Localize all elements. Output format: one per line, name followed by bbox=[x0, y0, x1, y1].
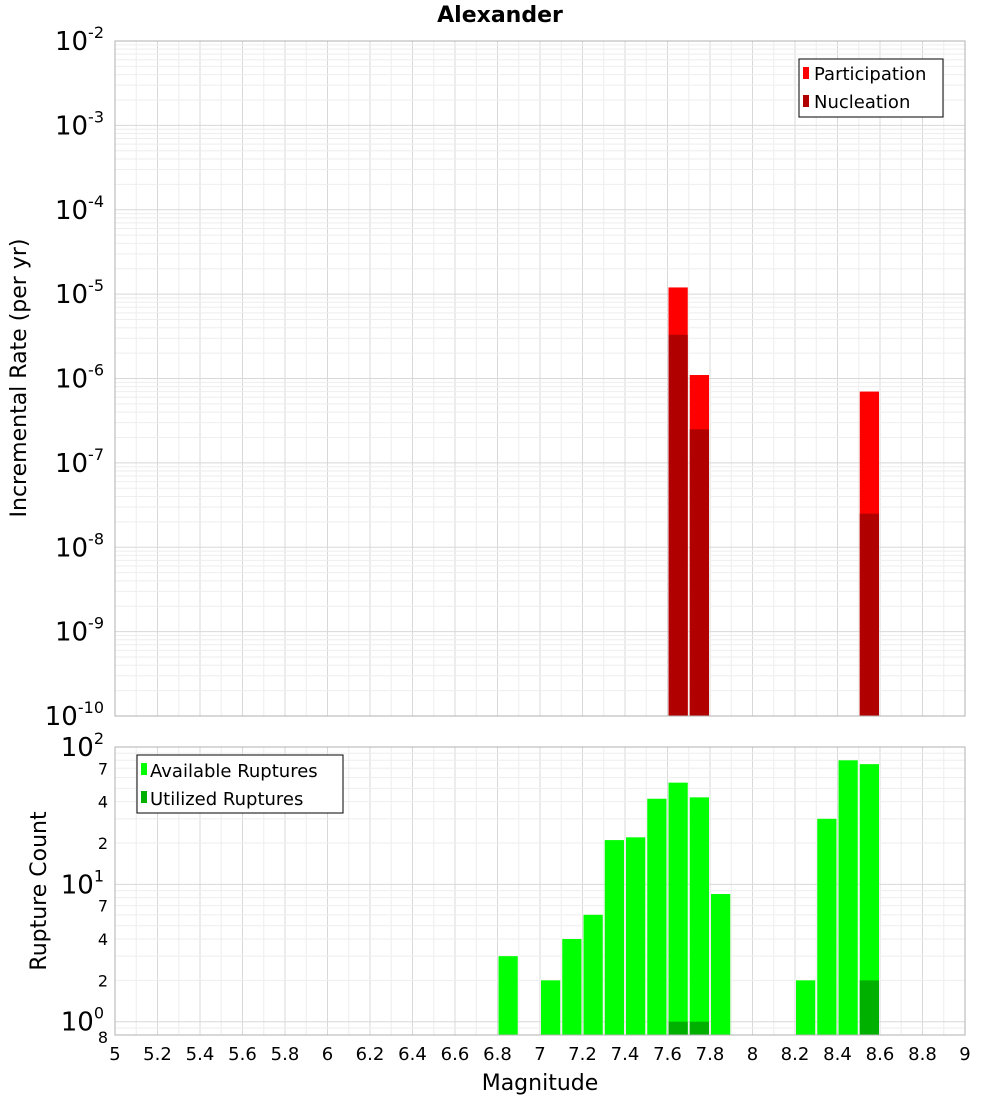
bottom-y-axis-label: Rupture Count bbox=[27, 811, 52, 971]
x-tick-label: 8 bbox=[747, 1044, 758, 1065]
y-tick-label: 10-3 bbox=[55, 107, 104, 141]
top-plot-frame bbox=[114, 40, 966, 717]
top-legend-box bbox=[798, 58, 944, 118]
count-bar-s1-7_25 bbox=[583, 914, 603, 1035]
y-minor-tick-label: 7 bbox=[98, 759, 108, 778]
x-tick-label: 6.8 bbox=[483, 1044, 512, 1065]
top-plot-grid bbox=[115, 41, 965, 716]
top-plot-y-tick-labels: 10-10 10-9 10-8 10-7 10-6 10-5 10-4 10-3 10-2 bbox=[45, 23, 104, 732]
top-y-axis-label: Incremental Rate (per yr) bbox=[7, 239, 32, 518]
bottom-legend: Available Ruptures Utilized Ruptures bbox=[136, 754, 344, 814]
x-tick-label: 8.2 bbox=[781, 1044, 810, 1065]
top-plot-bars bbox=[668, 287, 879, 716]
count-bar-s1-7_45 bbox=[626, 837, 646, 1035]
count-bar-s2-7_65 bbox=[668, 1021, 688, 1035]
count-bar-s1-6_85 bbox=[498, 956, 518, 1035]
count-bar-s1-7_55 bbox=[647, 798, 667, 1035]
top-legend: Participation Nucleation bbox=[798, 58, 944, 118]
y-tick-label: 10-8 bbox=[55, 529, 104, 563]
x-tick-label: 7 bbox=[534, 1044, 545, 1065]
x-tick-label: 8.6 bbox=[866, 1044, 895, 1065]
x-tick-label: 7.6 bbox=[653, 1044, 682, 1065]
y-tick-label: 10-9 bbox=[55, 614, 104, 648]
legend-label-available: Available Ruptures bbox=[150, 761, 318, 782]
rate-bar-s2-8_55 bbox=[859, 513, 879, 716]
x-tick-label: 7.2 bbox=[568, 1044, 597, 1065]
count-bar-s1-7_85 bbox=[711, 894, 731, 1035]
legend-swatch-participation bbox=[803, 67, 809, 79]
legend-label-participation: Participation bbox=[814, 64, 926, 85]
x-tick-label: 7.8 bbox=[696, 1044, 725, 1065]
bottom-plot-y-tick-labels: 100 101 102 2 4 7 2 4 7 8 bbox=[61, 729, 108, 1047]
x-tick-label: 6.2 bbox=[356, 1044, 385, 1065]
x-tick-label: 7.4 bbox=[611, 1044, 640, 1065]
chart-title: Alexander bbox=[437, 3, 563, 28]
y-minor-tick-label: 2 bbox=[98, 834, 108, 853]
y-minor-tick-label: 4 bbox=[98, 793, 108, 812]
count-bar-s1-7_35 bbox=[604, 840, 624, 1035]
x-tick-label: 5.2 bbox=[143, 1044, 172, 1065]
y-minor-tick-label: 4 bbox=[98, 930, 108, 949]
count-bar-s2-7_75 bbox=[689, 1021, 709, 1035]
x-axis-label: Magnitude bbox=[482, 1071, 599, 1096]
y-tick-label: 10-10 bbox=[45, 698, 104, 732]
count-bar-s1-8_35 bbox=[817, 818, 837, 1035]
rate-bar-s2-7_65 bbox=[668, 334, 688, 716]
y-tick-label: 10-2 bbox=[55, 23, 104, 57]
y-minor-tick-label: 2 bbox=[98, 971, 108, 990]
x-tick-label: 5.4 bbox=[186, 1044, 215, 1065]
y-tick-label: 10-7 bbox=[55, 445, 104, 479]
y-tick-label: 10-6 bbox=[55, 361, 104, 395]
count-bar-s1-8_55 bbox=[859, 764, 879, 1035]
legend-swatch-nucleation bbox=[803, 95, 809, 107]
x-tick-label: 6.4 bbox=[398, 1044, 427, 1065]
count-bar-s1-8_25 bbox=[796, 980, 816, 1035]
x-tick-label: 9 bbox=[959, 1044, 970, 1065]
bottom-legend-box bbox=[136, 754, 344, 814]
x-tick-label: 6.6 bbox=[441, 1044, 470, 1065]
y-tick-label: 100 bbox=[61, 1004, 104, 1038]
x-tick-label: 5 bbox=[109, 1044, 120, 1065]
rate-bar-s2-7_75 bbox=[689, 429, 709, 716]
x-tick-label: 5.8 bbox=[271, 1044, 300, 1065]
x-axis-tick-labels: 5 5.2 5.4 5.6 5.8 6 6.2 6.4 6.6 6.8 7 7.2 7.4 7.6 7.8 8… bbox=[109, 1044, 970, 1065]
count-bar-s1-7_15 bbox=[562, 939, 582, 1035]
count-bar-s2-8_55 bbox=[859, 980, 879, 1035]
y-tick-label: 10-4 bbox=[55, 192, 104, 226]
y-tick-label: 10-5 bbox=[55, 276, 104, 310]
legend-label-nucleation: Nucleation bbox=[814, 92, 910, 113]
y-tick-label: 101 bbox=[61, 866, 104, 900]
legend-label-utilized: Utilized Ruptures bbox=[150, 789, 303, 810]
legend-swatch-utilized bbox=[141, 791, 147, 803]
x-tick-label: 8.4 bbox=[823, 1044, 852, 1065]
count-bar-s1-7_05 bbox=[541, 980, 561, 1035]
count-bar-s1-7_75 bbox=[689, 797, 709, 1035]
x-tick-label: 5.6 bbox=[228, 1044, 257, 1065]
y-minor-tick-label: 7 bbox=[98, 897, 108, 916]
bottom-plot-bars bbox=[498, 760, 879, 1035]
count-bar-s1-7_65 bbox=[668, 782, 688, 1035]
legend-swatch-available bbox=[141, 763, 147, 775]
x-tick-label: 6 bbox=[322, 1044, 333, 1065]
bottom-plot-frame bbox=[114, 746, 966, 1036]
y-tick-label: 102 bbox=[61, 729, 104, 763]
x-tick-label: 8.8 bbox=[908, 1044, 937, 1065]
y-corner-tick-label: 8 bbox=[98, 1028, 108, 1047]
count-bar-s1-8_45 bbox=[838, 760, 858, 1035]
